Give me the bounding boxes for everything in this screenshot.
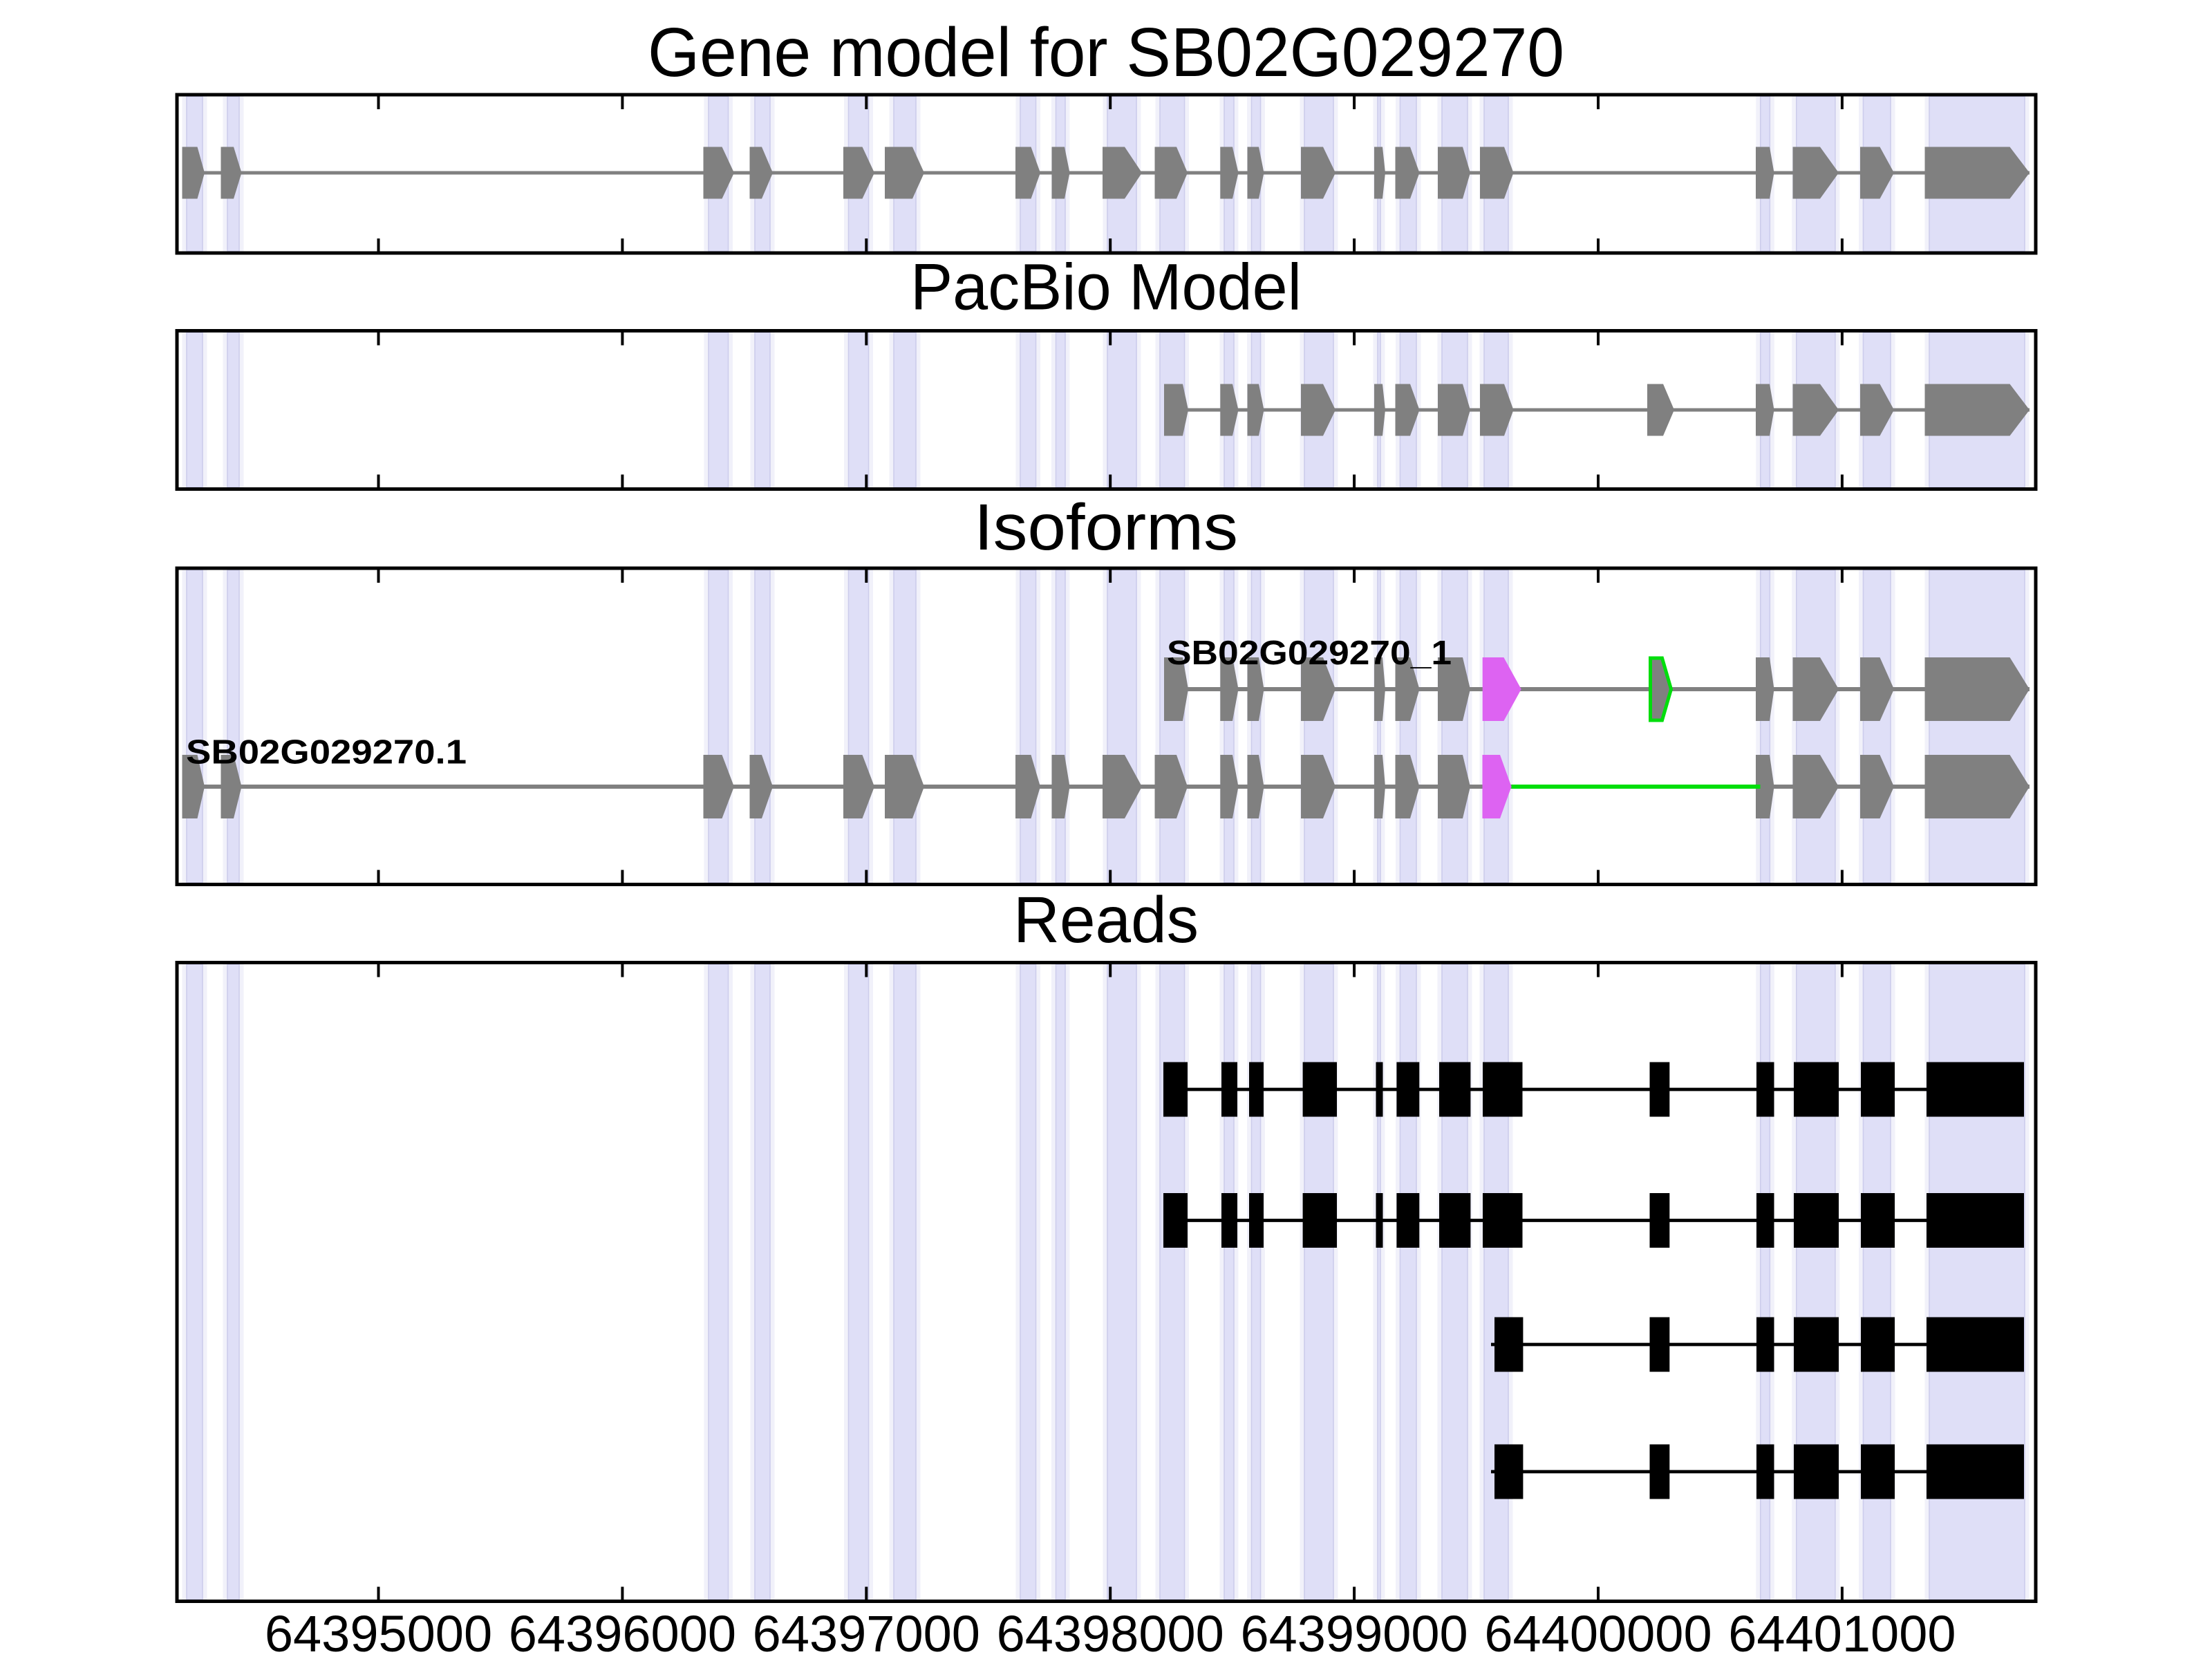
svg-text:Gene model for SB02G029270: Gene model for SB02G029270	[648, 14, 1564, 91]
svg-text:64401000: 64401000	[1728, 1605, 1956, 1659]
svg-text:64397000: 64397000	[753, 1605, 980, 1659]
svg-text:64399000: 64399000	[1240, 1605, 1468, 1659]
svg-text:64396000: 64396000	[509, 1605, 736, 1659]
svg-text:64398000: 64398000	[997, 1605, 1224, 1659]
svg-text:64400000: 64400000	[1484, 1605, 1712, 1659]
svg-text:SB02G029270.1: SB02G029270.1	[186, 734, 467, 771]
svg-text:64395000: 64395000	[265, 1605, 492, 1659]
svg-text:PacBio Model: PacBio Model	[910, 251, 1302, 324]
svg-text:Reads: Reads	[1013, 883, 1199, 957]
svg-text:Isoforms: Isoforms	[974, 491, 1238, 564]
svg-text:SB02G029270_1: SB02G029270_1	[1167, 635, 1452, 672]
